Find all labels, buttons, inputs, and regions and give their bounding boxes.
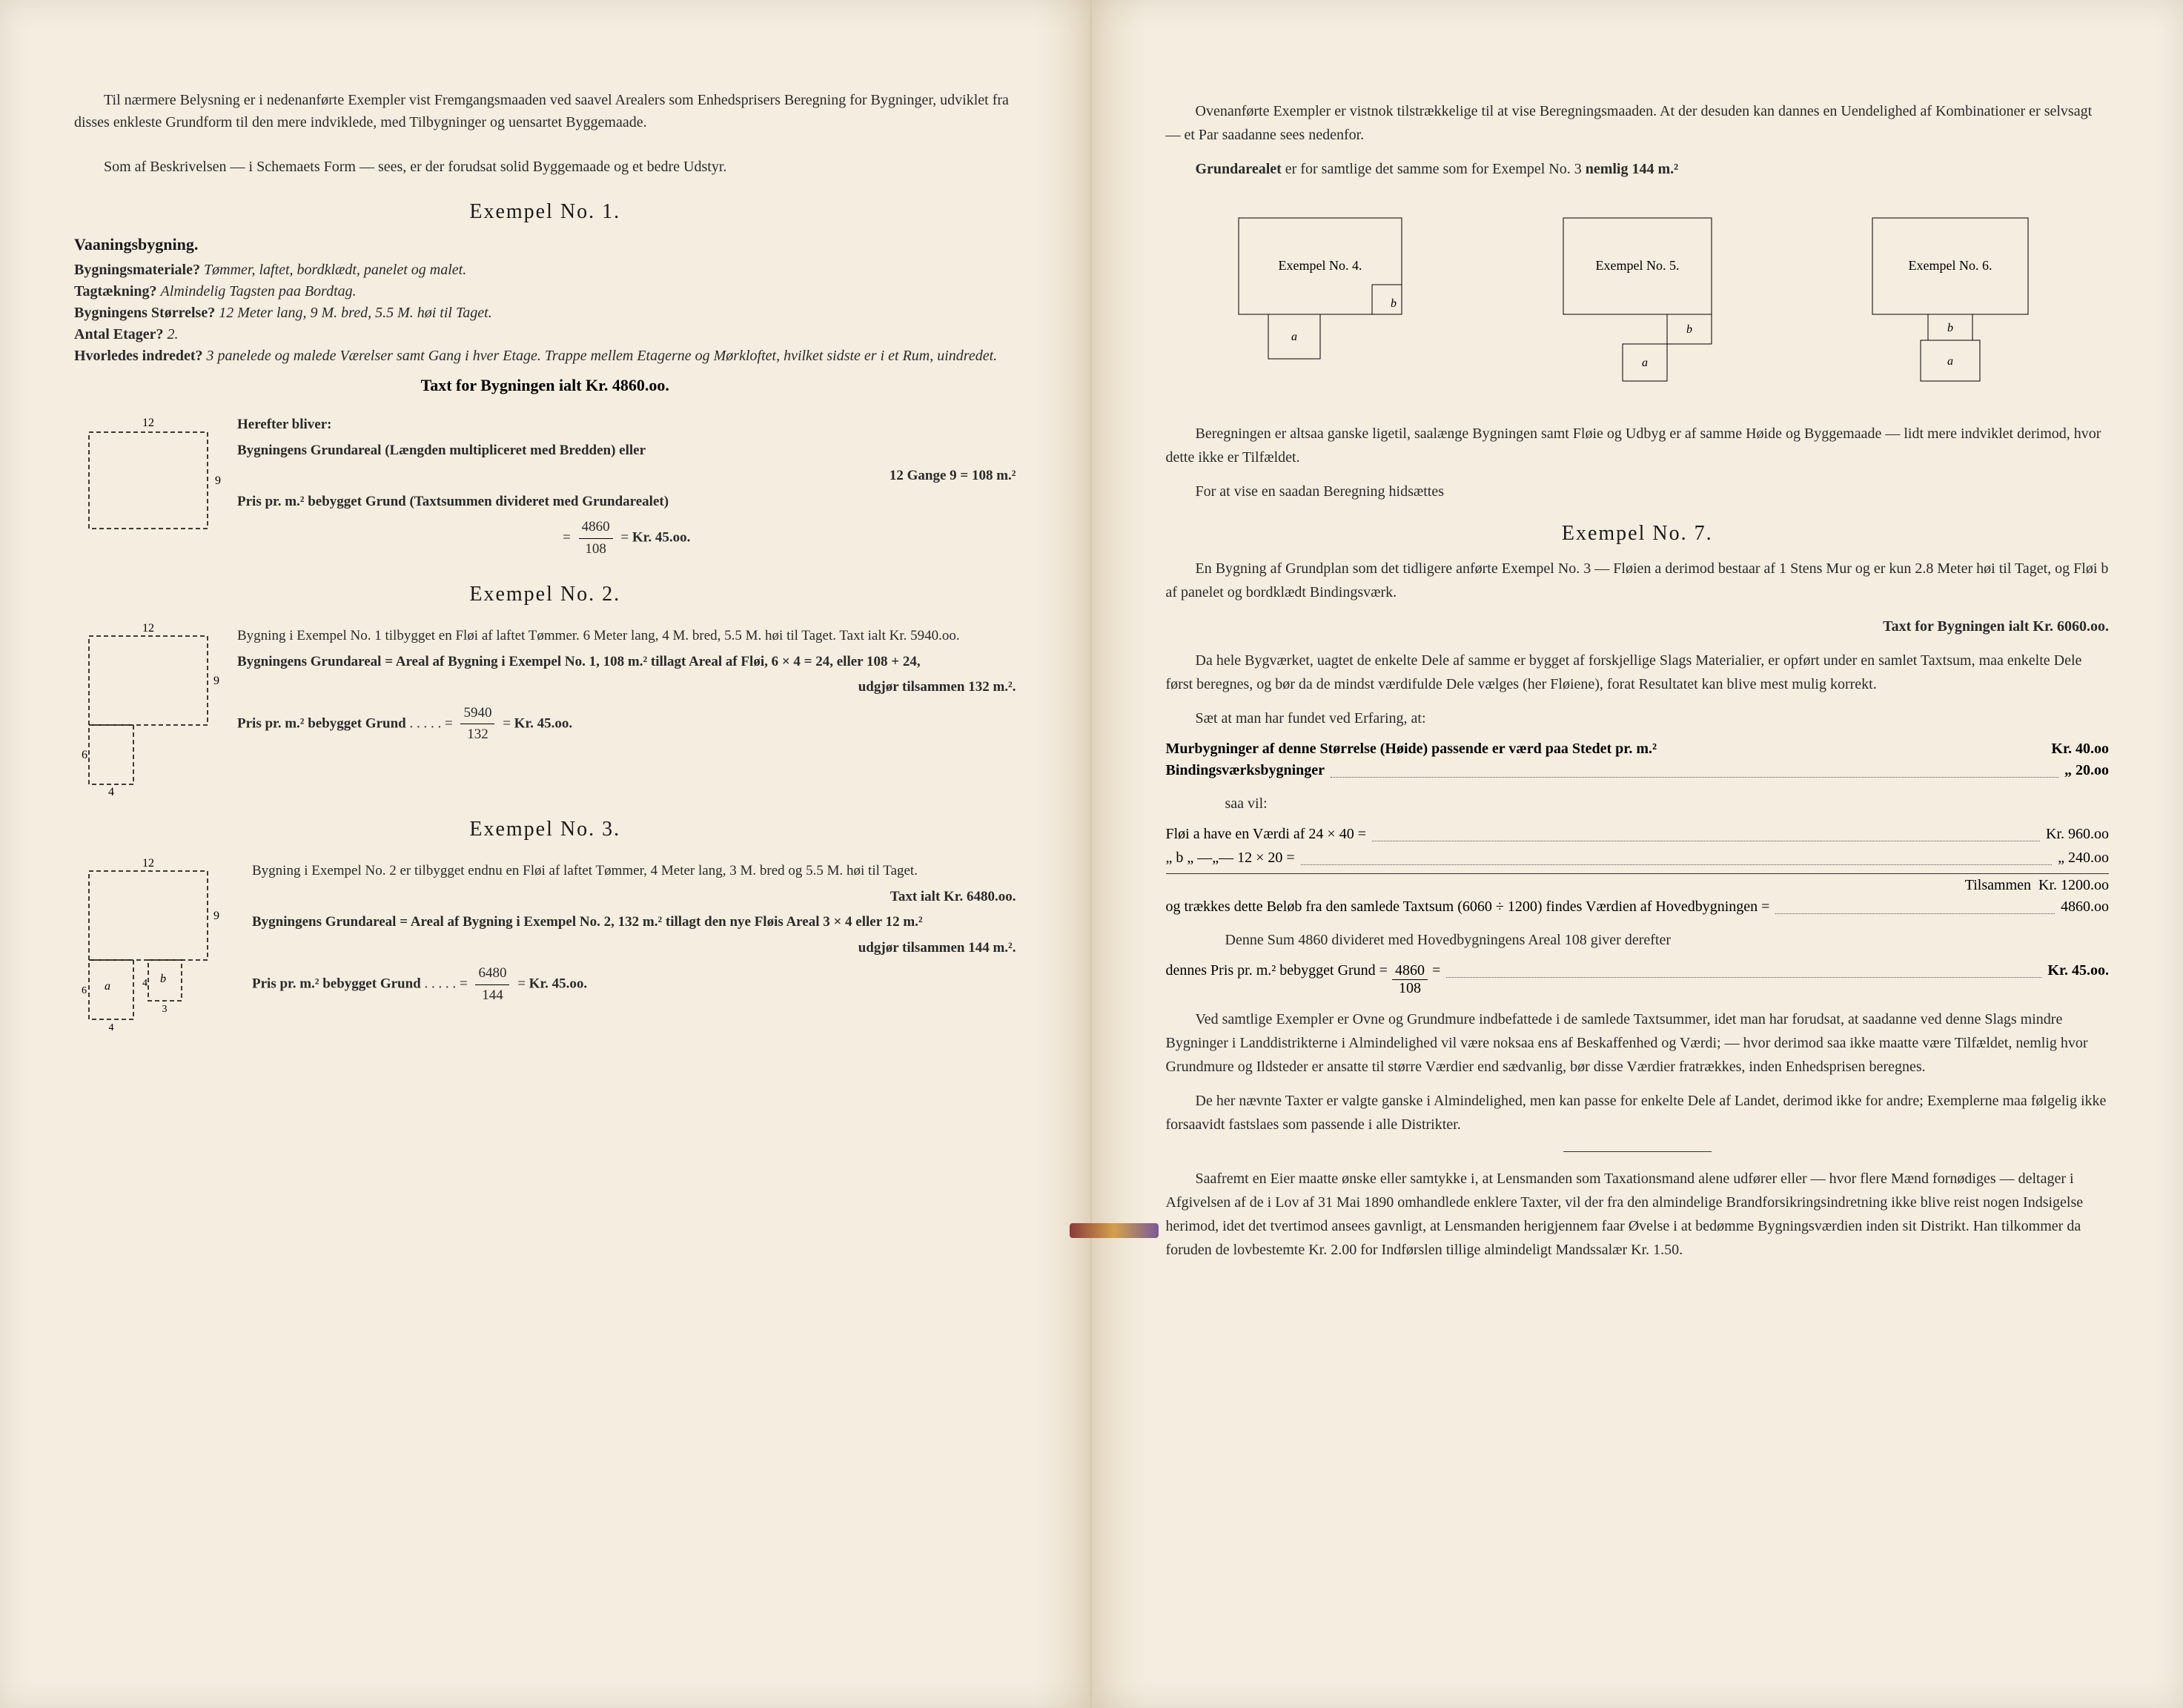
- diagrams-456: Exempel No. 4. a b Exempel No. 5. b a: [1166, 203, 2110, 400]
- interior-label: Hvorledes indredet?: [74, 348, 203, 364]
- diagram-2: 12 9 6 4: [74, 621, 222, 799]
- right-para3: Ved samtlige Exempler er Ovne og Grundmu…: [1166, 1007, 2110, 1079]
- size-value: 12 Meter lang, 9 M. bred, 5.5 M. høi til…: [219, 305, 492, 321]
- ex7-intro: En Bygning af Grundplan som det tidliger…: [1166, 557, 2110, 604]
- example-1-title: Exempel No. 1.: [74, 200, 1016, 224]
- ex2-total: udgjør tilsammen 132 m.².: [237, 677, 1016, 698]
- example-3-text: Bygning i Exempel No. 2 er tilbygget end…: [252, 856, 1016, 1034]
- svg-text:9: 9: [213, 910, 219, 922]
- example-3-block: 12 9 a b 6 4 4 3 Bygning i Exempel No. 2…: [74, 856, 1016, 1034]
- mur-row: Murbygninger af denne Størrelse (Høide) …: [1166, 741, 2110, 758]
- ex7-p1: Da hele Bygværket, uagtet de enkelte Del…: [1166, 649, 2110, 696]
- svg-text:a: a: [1642, 357, 1648, 369]
- floi-a-row: Fløi a have en Værdi af 24 × 40 = Kr. 96…: [1166, 826, 2110, 845]
- interior-row: Hvorledes indredet? 3 panelede og malede…: [74, 348, 1016, 365]
- svg-text:b: b: [1686, 323, 1692, 336]
- svg-text:12: 12: [142, 857, 154, 870]
- diagram-6: Exempel No. 6. b a: [1858, 203, 2050, 400]
- svg-text:b: b: [1947, 322, 1953, 334]
- bind-row: Bindingsværksbygninger „ 20.oo: [1166, 762, 2110, 781]
- size-label: Bygningens Størrelse?: [74, 305, 215, 321]
- example-2-title: Exempel No. 2.: [74, 583, 1016, 606]
- svg-text:a: a: [1947, 355, 1953, 368]
- material-label: Bygningsmateriale?: [74, 262, 200, 278]
- right-para4: De her nævnte Taxter er valgte ganske i …: [1166, 1089, 2110, 1136]
- right-top-1: Ovenanførte Exempler er vistnok tilstræk…: [1166, 99, 2110, 147]
- ex3-intro: Bygning i Exempel No. 2 er tilbygget end…: [252, 861, 1016, 882]
- svg-text:4: 4: [109, 1022, 114, 1033]
- svg-text:b: b: [160, 973, 166, 985]
- left-page: Til nærmere Belysning er i nedenanførte …: [0, 0, 1092, 1708]
- intro-paragraph-1: Til nærmere Belysning er i nedenanførte …: [74, 89, 1016, 133]
- diagram-1: 12 9: [74, 410, 222, 564]
- svg-text:a: a: [1291, 331, 1297, 343]
- svg-text:4: 4: [108, 786, 114, 798]
- ex2-pris: Pris pr. m.² bebygget Grund . . . . . = …: [237, 703, 1016, 746]
- right-page: Ovenanførte Exempler er vistnok tilstræk…: [1092, 0, 2183, 1708]
- ex3-taxt: Taxt ialt Kr. 6480.oo.: [252, 887, 1016, 908]
- floors-value: 2.: [168, 326, 179, 342]
- example-2-text: Bygning i Exempel No. 1 tilbygget en Flø…: [237, 621, 1016, 799]
- size-row: Bygningens Størrelse? 12 Meter lang, 9 M…: [74, 305, 1016, 322]
- saa-vil: saa vil:: [1166, 792, 2110, 815]
- svg-text:Exempel No. 4.: Exempel No. 4.: [1279, 258, 1362, 273]
- ex1-grund: Bygningens Grundareal (Længden multiplic…: [237, 440, 1016, 462]
- example-7-title: Exempel No. 7.: [1166, 522, 2110, 546]
- floors-label: Antal Etager?: [74, 326, 164, 342]
- ex7-p2: Sæt at man har fundet ved Erfaring, at:: [1166, 706, 2110, 730]
- svg-text:12: 12: [142, 622, 154, 635]
- interior-value: 3 panelede og malede Værelser samt Gang …: [207, 348, 998, 364]
- hereafter-label: Herefter bliver:: [237, 414, 1016, 436]
- diagram-5: Exempel No. 5. b a: [1548, 203, 1741, 400]
- taxt-1: Taxt for Bygningen ialt Kr. 4860.oo.: [74, 376, 1016, 395]
- right-para1: Beregningen er altsaa ganske ligetil, sa…: [1166, 422, 2110, 469]
- right-para5: Saafremt en Eier maatte ønske eller samt…: [1166, 1167, 2110, 1262]
- bookmark-ribbon: [1070, 1223, 1159, 1238]
- example-2-block: 12 9 6 4 Bygning i Exempel No. 1 tilbygg…: [74, 621, 1016, 799]
- diagram-4: Exempel No. 4. a b: [1224, 203, 1431, 400]
- divider: [1563, 1151, 1712, 1152]
- example-1-text: Herefter bliver: Bygningens Grundareal (…: [237, 410, 1016, 564]
- dim-12: 12: [142, 417, 154, 429]
- ex3-pris: Pris pr. m.² bebygget Grund . . . . . = …: [252, 963, 1016, 1006]
- svg-text:4: 4: [142, 978, 148, 989]
- svg-text:b: b: [1391, 297, 1397, 310]
- dennes-pris-row: dennes Pris pr. m.² bebygget Grund = 486…: [1166, 962, 2110, 997]
- dim-9: 9: [215, 474, 221, 487]
- ex1-grund-calc: 12 Gange 9 = 108 m.²: [237, 466, 1016, 487]
- roof-value: Almindelig Tagsten paa Bordtag.: [161, 283, 357, 299]
- trak-row: og trækkes dette Beløb fra den samlede T…: [1166, 898, 2110, 918]
- svg-text:Exempel No. 5.: Exempel No. 5.: [1595, 258, 1679, 273]
- diagram-3: 12 9 a b 6 4 4 3: [74, 856, 237, 1034]
- ex1-fraction: = 4860108 = Kr. 45.oo.: [237, 517, 1016, 560]
- dennes-sum: Denne Sum 4860 divideret med Hovedbygnin…: [1166, 928, 2110, 952]
- ex3-total: udgjør tilsammen 144 m.².: [252, 938, 1016, 959]
- svg-text:a: a: [105, 980, 110, 993]
- floors-row: Antal Etager? 2.: [74, 326, 1016, 343]
- svg-text:Exempel No. 6.: Exempel No. 6.: [1909, 258, 1992, 273]
- ex2-intro: Bygning i Exempel No. 1 tilbygget en Flø…: [237, 626, 1016, 647]
- tilsammen-row: Tilsammen Kr. 1200.oo: [1166, 873, 2110, 894]
- example-1-block: 12 9 Herefter bliver: Bygningens Grundar…: [74, 410, 1016, 564]
- roof-row: Tagtækning? Almindelig Tagsten paa Bordt…: [74, 283, 1016, 300]
- ex7-taxt: Taxt for Bygningen ialt Kr. 6060.oo.: [1166, 615, 2110, 638]
- ex2-grund: Bygningens Grundareal = Areal af Bygning…: [237, 652, 1016, 673]
- material-row: Bygningsmateriale? Tømmer, laftet, bordk…: [74, 262, 1016, 279]
- svg-text:9: 9: [213, 675, 219, 687]
- floi-b-row: „ b „ —„— 12 × 20 = „ 240.oo: [1166, 850, 2110, 869]
- example-3-title: Exempel No. 3.: [74, 818, 1016, 841]
- svg-text:6: 6: [82, 749, 87, 761]
- svg-text:6: 6: [82, 985, 87, 996]
- intro-paragraph-2: Som af Beskrivelsen — i Schemaets Form —…: [74, 156, 1016, 178]
- material-value: Tømmer, laftet, bordklædt, panelet og ma…: [204, 262, 466, 278]
- ex1-pris-label: Pris pr. m.² bebygget Grund (Taxtsummen …: [237, 491, 1016, 513]
- vaaning-heading: Vaaningsbygning.: [74, 235, 1016, 254]
- svg-text:3: 3: [162, 1004, 168, 1015]
- right-top-2: Grundarealet er for samtlige det samme s…: [1166, 157, 2110, 181]
- ex3-grund: Bygningens Grundareal = Areal af Bygning…: [252, 912, 1016, 933]
- right-para2: For at vise en saadan Beregning hidsætte…: [1166, 480, 2110, 503]
- roof-label: Tagtækning?: [74, 283, 157, 299]
- book-spread: Til nærmere Belysning er i nedenanførte …: [0, 0, 2183, 1708]
